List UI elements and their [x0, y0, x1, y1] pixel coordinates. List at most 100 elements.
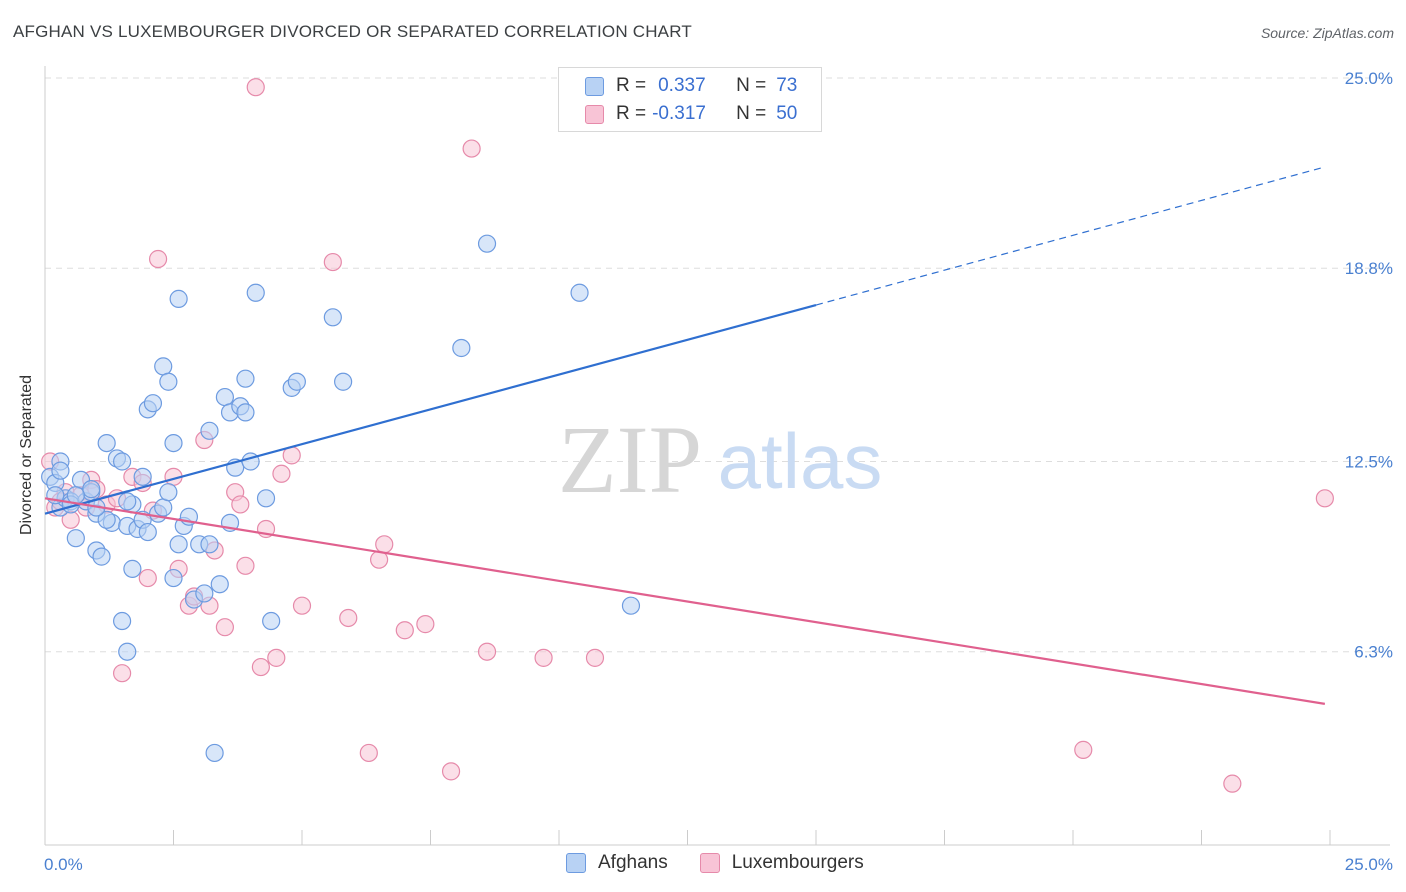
y-tick-label: 25.0% — [1345, 69, 1393, 88]
r-label: R = — [616, 75, 647, 96]
luxembourger-point — [246, 78, 265, 97]
luxembourger-point — [148, 249, 168, 269]
afghan-point — [169, 535, 188, 554]
afghan-point — [236, 403, 255, 422]
afghan-point — [154, 498, 173, 517]
y-tick-label: 18.8% — [1345, 259, 1393, 278]
afghan-point — [570, 283, 589, 302]
afghan-point — [118, 642, 137, 661]
luxembourger-point — [416, 615, 435, 634]
n-label: N = — [736, 103, 767, 124]
luxembourger-point — [359, 743, 378, 763]
series-legend: Afghans Luxembourgers — [566, 852, 896, 874]
legend-item-afghans[interactable]: Afghans — [566, 852, 668, 874]
legend-row-afghans: R = 0.337 N = 73 — [585, 73, 797, 99]
luxembourger-point — [477, 642, 497, 661]
afghan-point — [154, 357, 173, 376]
tick-labels: 6.3% 12.5% 18.8% 25.0% 0.0% 25.0% — [44, 69, 1393, 874]
afghan-point — [334, 372, 353, 391]
luxembourger-point — [534, 648, 553, 667]
watermark-zip: ZIP — [558, 406, 702, 513]
afghan-point — [66, 529, 85, 548]
trend-lines — [44, 166, 1326, 705]
afghan-point — [621, 596, 641, 615]
luxembourgers-swatch — [699, 853, 720, 873]
n-value: 73 — [776, 75, 798, 96]
luxembourger-point — [339, 608, 358, 628]
afghan-point — [169, 289, 188, 308]
legend-label-luxembourgers: Luxembourgers — [731, 852, 864, 873]
afghans-swatch — [585, 76, 604, 96]
luxembourger-point — [323, 252, 342, 272]
legend-label-afghans: Afghans — [598, 852, 668, 873]
afghan-point — [323, 308, 342, 327]
luxembourgers-swatch — [585, 104, 604, 124]
afghan-point — [159, 483, 178, 502]
afghan-point — [236, 369, 255, 388]
watermark: ZIP atlas — [558, 406, 882, 513]
afghan-point — [287, 372, 306, 391]
luxembourger-point — [1074, 740, 1093, 759]
afghan-point — [138, 522, 157, 542]
afghan-point — [200, 421, 219, 440]
afghan-point — [452, 338, 471, 358]
r-label: R = — [616, 103, 647, 124]
luxembourger-point — [441, 762, 461, 781]
afghan-point — [112, 611, 132, 631]
afghan-point — [164, 568, 183, 588]
afghan-point — [200, 535, 219, 554]
afghan-point — [215, 387, 234, 407]
afghan-point — [195, 584, 214, 603]
chart-title: AFGHAN VS LUXEMBOURGER DIVORCED OR SEPAR… — [13, 22, 692, 41]
afghan-point — [210, 575, 229, 594]
legend-item-luxembourgers[interactable]: Luxembourgers — [699, 852, 864, 874]
afghan-point — [123, 559, 142, 578]
source-label: Source: ZipAtlas.com — [1260, 25, 1394, 41]
afghans-swatch — [566, 853, 586, 873]
afghan-point — [262, 611, 281, 631]
y-tick-label: 12.5% — [1345, 453, 1393, 472]
afghan-point — [256, 489, 276, 508]
afghan-point — [82, 480, 101, 499]
x-tick-label: 0.0% — [44, 855, 83, 874]
luxembourger-point — [462, 139, 481, 158]
luxembourger-point — [267, 648, 286, 667]
n-value: 50 — [776, 103, 798, 124]
luxembourger-point — [236, 556, 255, 575]
luxembourger-point — [138, 568, 157, 588]
afghan-point — [159, 372, 178, 391]
afghans-trend-extension — [815, 166, 1326, 306]
luxembourger-point — [272, 464, 291, 483]
luxembourger-point — [375, 535, 394, 554]
luxembourger-point — [292, 596, 312, 615]
luxembourger-point — [251, 657, 270, 677]
afghan-point — [97, 433, 116, 453]
afghan-point — [246, 283, 265, 302]
afghan-point — [477, 234, 497, 253]
luxembourger-point — [1315, 489, 1334, 508]
afghan-point — [92, 547, 111, 566]
afghan-point — [205, 743, 224, 763]
luxembourger-point — [395, 621, 414, 640]
afghan-point — [143, 394, 163, 413]
r-value: -0.317 — [652, 103, 706, 124]
afghan-point — [164, 433, 183, 453]
luxembourger-point — [585, 648, 605, 667]
afghan-point — [112, 452, 132, 471]
afghan-point — [51, 461, 70, 480]
luxembourger-point — [215, 618, 234, 637]
x-tick-label: 25.0% — [1345, 855, 1393, 874]
n-label: N = — [736, 75, 767, 96]
luxembourger-point — [112, 664, 132, 683]
afghan-point — [133, 467, 152, 486]
afghan-point — [66, 486, 85, 505]
r-value: 0.337 — [658, 75, 706, 96]
y-tick-label: 6.3% — [1354, 643, 1393, 662]
afghan-point — [118, 492, 137, 511]
stats-legend: R = 0.337 N = 73 R = -0.317 N = 50 — [558, 67, 822, 132]
luxembourger-point — [231, 495, 250, 514]
luxembourger-point — [1223, 774, 1242, 793]
afghan-point — [97, 510, 116, 529]
legend-row-luxembourgers: R = -0.317 N = 50 — [585, 101, 797, 127]
